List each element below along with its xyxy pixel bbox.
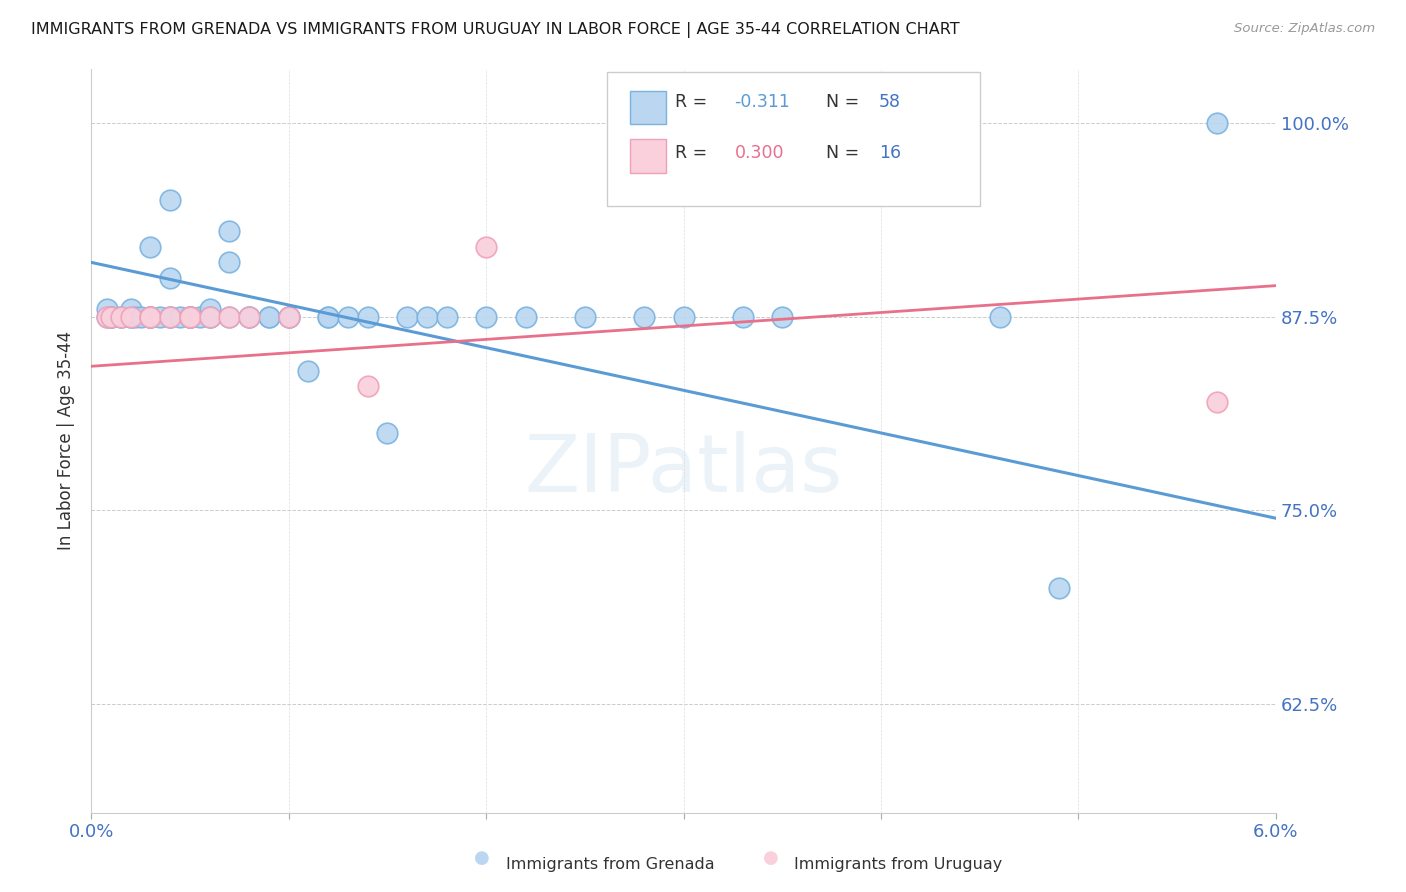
Point: [159, 310, 181, 324]
Point: [672, 310, 695, 324]
Point: [316, 310, 339, 324]
Point: [100, 310, 122, 324]
Point: [139, 240, 162, 254]
Point: [179, 310, 201, 324]
Text: N =: N =: [825, 93, 865, 111]
Point: [277, 310, 299, 324]
Point: [218, 224, 240, 238]
Point: [238, 310, 260, 324]
Point: [277, 310, 299, 324]
Text: 58: 58: [879, 93, 901, 111]
Point: [731, 310, 754, 324]
Point: [100, 310, 122, 324]
Text: ●: ●: [474, 849, 491, 867]
Text: ●: ●: [762, 849, 779, 867]
Point: [238, 310, 260, 324]
Point: [149, 310, 172, 324]
Point: [124, 310, 146, 324]
Point: [96, 310, 118, 324]
Point: [198, 310, 221, 324]
Point: [988, 310, 1011, 324]
Text: R =: R =: [675, 93, 713, 111]
Point: [179, 310, 201, 324]
Point: [633, 310, 655, 324]
Bar: [630, 139, 666, 173]
Text: Immigrants from Uruguay: Immigrants from Uruguay: [794, 857, 1002, 872]
Point: [120, 310, 142, 324]
Point: [356, 379, 378, 393]
Point: [356, 310, 378, 324]
Point: [515, 310, 537, 324]
Point: [100, 310, 122, 324]
Bar: [630, 91, 666, 124]
Point: [110, 310, 132, 324]
Point: [110, 310, 132, 324]
Point: [257, 310, 280, 324]
Point: [179, 310, 201, 324]
Point: [1205, 395, 1227, 409]
Text: Source: ZipAtlas.com: Source: ZipAtlas.com: [1234, 22, 1375, 36]
Point: [198, 301, 221, 316]
Text: 16: 16: [879, 144, 901, 161]
Point: [475, 310, 498, 324]
Point: [377, 425, 399, 440]
Point: [179, 310, 201, 324]
Point: [139, 310, 162, 324]
Point: [139, 310, 162, 324]
Point: [100, 310, 122, 324]
Point: [218, 310, 240, 324]
Point: [139, 310, 162, 324]
Point: [198, 310, 221, 324]
Point: [159, 194, 181, 208]
Point: [1205, 116, 1227, 130]
Point: [179, 310, 201, 324]
Point: [436, 310, 458, 324]
Point: [218, 255, 240, 269]
Text: R =: R =: [675, 144, 713, 161]
Point: [188, 310, 211, 324]
Point: [120, 310, 142, 324]
Point: [336, 310, 359, 324]
Point: [770, 310, 793, 324]
Point: [316, 310, 339, 324]
Text: -0.311: -0.311: [734, 93, 790, 111]
Text: IMMIGRANTS FROM GRENADA VS IMMIGRANTS FROM URUGUAY IN LABOR FORCE | AGE 35-44 CO: IMMIGRANTS FROM GRENADA VS IMMIGRANTS FR…: [31, 22, 959, 38]
Point: [139, 310, 162, 324]
Point: [238, 310, 260, 324]
Text: Immigrants from Grenada: Immigrants from Grenada: [506, 857, 714, 872]
Point: [396, 310, 419, 324]
FancyBboxPatch shape: [606, 72, 980, 206]
Point: [110, 310, 132, 324]
Point: [218, 310, 240, 324]
Text: 0.300: 0.300: [734, 144, 785, 161]
Point: [96, 310, 118, 324]
Point: [475, 240, 498, 254]
Point: [120, 310, 142, 324]
Point: [120, 301, 142, 316]
Point: [297, 364, 319, 378]
Point: [159, 271, 181, 285]
Text: N =: N =: [825, 144, 865, 161]
Point: [257, 310, 280, 324]
Point: [139, 310, 162, 324]
Point: [198, 310, 221, 324]
Text: ZIPatlas: ZIPatlas: [524, 432, 842, 509]
Point: [169, 310, 191, 324]
Point: [159, 310, 181, 324]
Point: [96, 301, 118, 316]
Point: [416, 310, 439, 324]
Point: [159, 310, 181, 324]
Point: [129, 310, 152, 324]
Point: [277, 310, 299, 324]
Point: [574, 310, 596, 324]
Y-axis label: In Labor Force | Age 35-44: In Labor Force | Age 35-44: [58, 331, 75, 550]
Point: [179, 310, 201, 324]
Point: [1047, 581, 1070, 595]
